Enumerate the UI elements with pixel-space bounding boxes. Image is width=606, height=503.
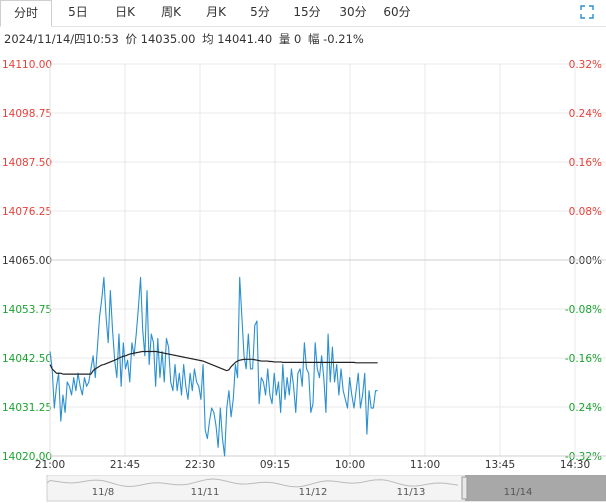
y-right-tick-label: 0.16% — [569, 157, 602, 169]
y-tick-label: 14076.25 — [2, 206, 52, 218]
tab-30min[interactable]: 30分 — [339, 5, 367, 19]
quote-avg: 均 14041.40 — [202, 32, 273, 46]
y-right-tick-label: 0.24% — [569, 402, 602, 414]
navigator-date-label: 11/12 — [299, 487, 328, 498]
average-series-line — [49, 350, 378, 375]
y-tick-label: 14098.75 — [2, 108, 52, 120]
period-tabs: 分时 5日 日K 周K 月K 5分 15分 30分 60分 — [0, 0, 606, 27]
y-right-tick-label: -0.08% — [565, 304, 602, 316]
tab-60min[interactable]: 60分 — [383, 5, 411, 19]
x-tick-label: 21:00 — [35, 459, 65, 471]
y-right-tick-label: -0.32% — [565, 451, 602, 463]
navigator-handle-left[interactable] — [461, 476, 468, 500]
y-right-tick-label: 0.32% — [569, 59, 602, 71]
y-tick-label: 14110.00 — [2, 59, 52, 71]
x-tick-label: 14:30 — [560, 459, 590, 471]
y-right-tick-label: 0.00% — [569, 255, 602, 267]
tab-5min[interactable]: 5分 — [250, 5, 270, 19]
tab-5day[interactable]: 5日 — [68, 5, 88, 19]
navigator-date-label: 11/13 — [397, 487, 426, 498]
tab-15min[interactable]: 15分 — [293, 5, 321, 19]
y-tick-label: 14042.50 — [2, 353, 52, 365]
quote-datetime: 2024/11/14/四10:53 — [4, 32, 119, 46]
y-tick-label: 14053.75 — [2, 304, 52, 316]
x-tick-label: 10:00 — [335, 459, 365, 471]
x-tick-label: 09:15 — [260, 459, 290, 471]
intraday-chart[interactable]: 14110.00 0.32% 14098.75 0.24% 14087.50 0.16% 1… — [0, 56, 606, 474]
y-tick-label: 14087.50 — [2, 157, 52, 169]
tab-weekly-k[interactable]: 周K — [161, 5, 181, 19]
navigator-overview-line — [46, 478, 459, 488]
quote-info-bar: 2024/11/14/四10:53 价 14035.00 均 14041.40 … — [4, 31, 367, 47]
y-right-tick-label: 0.24% — [569, 108, 602, 120]
navigator-selection[interactable] — [465, 475, 606, 501]
x-tick-label: 11:00 — [410, 459, 440, 471]
x-tick-label: 13:45 — [485, 459, 515, 471]
y-tick-label: 14020.00 — [2, 451, 52, 463]
y-right-tick-label: 0.08% — [569, 206, 602, 218]
price-series-line — [49, 276, 378, 457]
x-tick-label: 22:30 — [185, 459, 215, 471]
navigator-date-label: 11/11 — [191, 487, 220, 498]
tab-intraday[interactable]: 分时 — [0, 0, 52, 27]
tab-daily-k[interactable]: 日K — [115, 5, 135, 19]
x-tick-label: 21:45 — [110, 459, 140, 471]
time-navigator[interactable]: 11/8 11/11 11/12 11/13 11/14 — [0, 475, 606, 503]
y-tick-label: 14031.25 — [2, 402, 52, 414]
quote-volume: 量 0 — [278, 32, 302, 46]
navigator-date-label: 11/14 — [504, 487, 533, 498]
y-tick-label: 14065.00 — [2, 255, 52, 267]
quote-price: 价 14035.00 — [125, 32, 196, 46]
fullscreen-icon[interactable] — [580, 5, 594, 19]
navigator-date-label: 11/8 — [92, 487, 114, 498]
quote-change: 幅 -0.21% — [307, 32, 364, 46]
y-right-tick-label: -0.16% — [565, 353, 602, 365]
tab-monthly-k[interactable]: 月K — [206, 5, 226, 19]
